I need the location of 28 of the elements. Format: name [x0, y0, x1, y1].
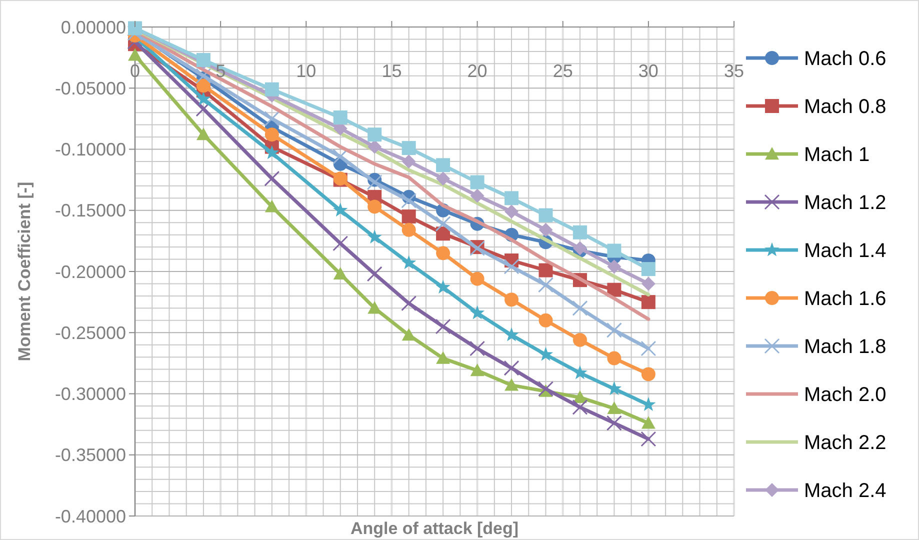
y-tick-label: -0.40000 [54, 506, 126, 526]
x-axis-title: Angle of attack [deg] [350, 519, 519, 538]
y-tick-label: -0.05000 [54, 78, 126, 98]
legend-label: Mach 0.6 [804, 48, 886, 70]
legend-label: Mach 1.8 [804, 336, 886, 358]
y-tick-label: 0.00000 [60, 17, 126, 38]
y-tick-label: -0.25000 [54, 322, 126, 343]
y-tick-label: -0.20000 [54, 262, 126, 282]
legend-label: Mach 1.6 [804, 288, 886, 310]
y-tick-label: -0.10000 [54, 140, 126, 160]
x-tick-label: 25 [552, 61, 573, 81]
y-axis-title: Moment Coefficient [-] [15, 182, 34, 362]
x-tick-label: 10 [296, 61, 316, 81]
legend-label: Mach 1.2 [804, 192, 886, 214]
legend-label: Mach 2.0 [804, 384, 886, 406]
legend-label: Mach 2.4 [804, 480, 886, 502]
y-tick-label: -0.30000 [54, 384, 126, 404]
x-tick-label: 30 [638, 61, 658, 81]
legend-label: Mach 2.2 [804, 432, 886, 454]
legend-label: Mach 0.8 [804, 96, 886, 118]
y-tick-label: -0.15000 [54, 200, 126, 221]
legend-label: Mach 1.4 [804, 240, 886, 262]
x-tick-label: 15 [382, 61, 402, 81]
x-tick-label: 20 [467, 61, 488, 81]
x-tick-label: 35 [724, 61, 744, 81]
legend-label: Mach 1 [804, 144, 870, 166]
y-tick-label: -0.35000 [54, 445, 126, 466]
x-tick-label: 5 [216, 61, 226, 81]
